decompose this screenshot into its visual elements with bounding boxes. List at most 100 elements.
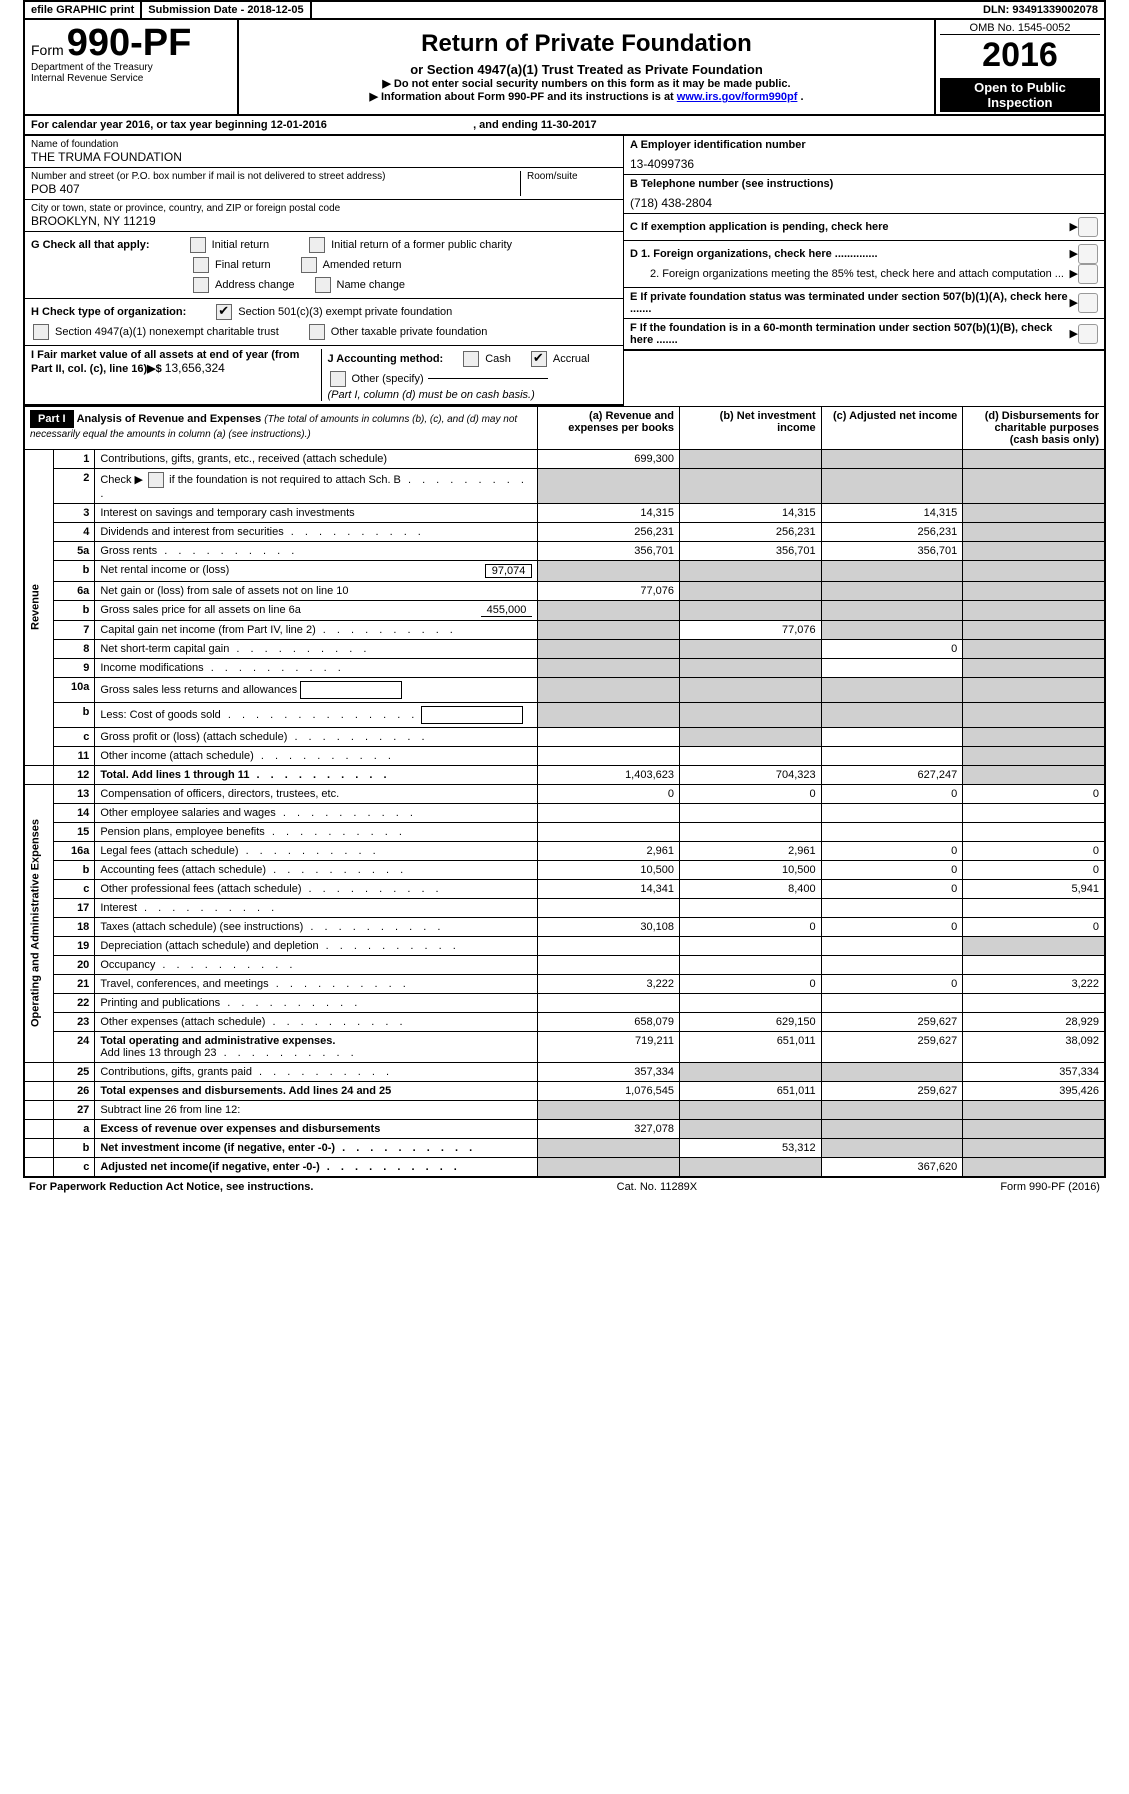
form-page: efile GRAPHIC print Submission Date - 20…	[23, 0, 1106, 1196]
table-row: b Less: Cost of goods sold . . . .	[24, 702, 1105, 727]
e-cell: E If private foundation status was termi…	[624, 288, 1104, 319]
table-row: 26Total expenses and disbursements. Add …	[24, 1081, 1105, 1100]
table-row: 18Taxes (attach schedule) (see instructi…	[24, 917, 1105, 936]
entity-left: Name of foundation THE TRUMA FOUNDATION …	[25, 136, 623, 406]
footer-left: For Paperwork Reduction Act Notice, see …	[29, 1181, 313, 1193]
table-row: cAdjusted net income(if negative, enter …	[24, 1157, 1105, 1177]
form-header: Form 990-PF Department of the Treasury I…	[23, 20, 1106, 116]
table-row: 3Interest on savings and temporary cash …	[24, 503, 1105, 522]
table-row: 11Other income (attach schedule)	[24, 746, 1105, 765]
table-row: 17Interest	[24, 898, 1105, 917]
d-cell: D 1. Foreign organizations, check here .…	[624, 241, 1104, 288]
form-prefix: Form	[31, 42, 64, 58]
a-cell: A Employer identification number 13-4099…	[624, 136, 1104, 175]
form-number: 990-PF	[67, 22, 192, 64]
footer: For Paperwork Reduction Act Notice, see …	[23, 1178, 1106, 1196]
cb-final[interactable]	[193, 257, 209, 273]
topbar-submission: Submission Date - 2018-12-05	[142, 2, 311, 18]
cb-other-method[interactable]	[330, 371, 346, 387]
cb-initial[interactable]	[190, 237, 206, 253]
cb-4947[interactable]	[33, 324, 49, 340]
calendar-row: For calendar year 2016, or tax year begi…	[23, 116, 1106, 136]
instructions-link[interactable]: www.irs.gov/form990pf	[677, 91, 798, 103]
part1-table: Part I Analysis of Revenue and Expenses …	[23, 406, 1106, 1178]
table-row: 12Total. Add lines 1 through 11 1,403,62…	[24, 765, 1105, 784]
cb-d1[interactable]	[1078, 244, 1098, 264]
table-row: 2 Check ▶ if the foundation is not requi…	[24, 468, 1105, 503]
col-a-hdr: (a) Revenue and expenses per books	[538, 406, 680, 449]
title-block: Return of Private Foundation or Section …	[239, 20, 934, 114]
footer-mid: Cat. No. 11289X	[617, 1181, 698, 1193]
expenses-label: Operating and Administrative Expenses	[24, 784, 54, 1062]
open-public: Open to Public Inspection	[940, 78, 1100, 112]
year-block: OMB No. 1545-0052 2016 Open to Public In…	[934, 20, 1104, 114]
table-row: 4Dividends and interest from securities …	[24, 522, 1105, 541]
table-row: aExcess of revenue over expenses and dis…	[24, 1119, 1105, 1138]
cb-sch-b[interactable]	[148, 472, 164, 488]
table-row: 25Contributions, gifts, grants paid 357,…	[24, 1062, 1105, 1081]
table-row: 8Net short-term capital gain 0	[24, 639, 1105, 658]
table-row: 14Other employee salaries and wages	[24, 803, 1105, 822]
table-row: 15Pension plans, employee benefits	[24, 822, 1105, 841]
cb-initial-former[interactable]	[309, 237, 325, 253]
cb-cash[interactable]	[463, 351, 479, 367]
table-row: 5aGross rents 356,701356,701356,701	[24, 541, 1105, 560]
table-row: 16aLegal fees (attach schedule) 2,9612,9…	[24, 841, 1105, 860]
table-row: 23Other expenses (attach schedule) 658,0…	[24, 1012, 1105, 1031]
form-title: Return of Private Foundation	[245, 30, 928, 58]
table-row: Revenue 1Contributions, gifts, grants, e…	[24, 449, 1105, 468]
entity-right: A Employer identification number 13-4099…	[623, 136, 1104, 406]
cb-amended[interactable]	[301, 257, 317, 273]
cb-501c3[interactable]	[216, 304, 232, 320]
g-cell: G Check all that apply: Initial return I…	[25, 232, 623, 299]
table-row: 9Income modifications	[24, 658, 1105, 677]
table-row: cGross profit or (loss) (attach schedule…	[24, 727, 1105, 746]
cb-accrual[interactable]	[531, 351, 547, 367]
form-warn2: ▶ Information about Form 990-PF and its …	[245, 90, 928, 103]
table-row: Operating and Administrative Expenses 13…	[24, 784, 1105, 803]
cb-name-change[interactable]	[315, 277, 331, 293]
b-cell: B Telephone number (see instructions) (7…	[624, 175, 1104, 214]
c-cell: C If exemption application is pending, c…	[624, 214, 1104, 241]
h-cell: H Check type of organization: Section 50…	[25, 299, 623, 346]
cb-f-60month[interactable]	[1078, 324, 1098, 344]
table-row: bAccounting fees (attach schedule) 10,50…	[24, 860, 1105, 879]
table-row: 7Capital gain net income (from Part IV, …	[24, 620, 1105, 639]
table-row: 22Printing and publications	[24, 993, 1105, 1012]
form-id-block: Form 990-PF Department of the Treasury I…	[25, 20, 239, 114]
tax-year: 2016	[940, 35, 1100, 76]
table-row: 19Depreciation (attach schedule) and dep…	[24, 936, 1105, 955]
f-cell: F If the foundation is in a 60-month ter…	[624, 319, 1104, 351]
form-subtitle: or Section 4947(a)(1) Trust Treated as P…	[245, 62, 928, 77]
table-row: 20Occupancy	[24, 955, 1105, 974]
topbar-efile: efile GRAPHIC print	[25, 2, 142, 18]
cb-addr-change[interactable]	[193, 277, 209, 293]
col-c-hdr: (c) Adjusted net income	[821, 406, 963, 449]
table-row: bNet investment income (if negative, ent…	[24, 1138, 1105, 1157]
table-row: 27Subtract line 26 from line 12:	[24, 1100, 1105, 1119]
irs-line: Internal Revenue Service	[31, 73, 231, 84]
topbar-dln: DLN: 93491339002078	[977, 2, 1104, 18]
name-cell: Name of foundation THE TRUMA FOUNDATION	[25, 136, 623, 168]
revenue-label: Revenue	[24, 449, 54, 765]
cb-c-pending[interactable]	[1078, 217, 1098, 237]
omb-number: OMB No. 1545-0052	[940, 22, 1100, 35]
table-row: 21Travel, conferences, and meetings 3,22…	[24, 974, 1105, 993]
dept-line: Department of the Treasury	[31, 62, 231, 73]
table-row: 6aNet gain or (loss) from sale of assets…	[24, 581, 1105, 600]
entity-info: Name of foundation THE TRUMA FOUNDATION …	[23, 136, 1106, 406]
part-tag: Part I	[30, 410, 74, 428]
col-b-hdr: (b) Net investment income	[680, 406, 822, 449]
addr-cell: Number and street (or P.O. box number if…	[25, 168, 623, 200]
table-row: b Net rental income or (loss) 97,074	[24, 560, 1105, 581]
footer-right: Form 990-PF (2016)	[1000, 1181, 1100, 1193]
topbar: efile GRAPHIC print Submission Date - 20…	[23, 0, 1106, 20]
form-warn1: ▶ Do not enter social security numbers o…	[245, 77, 928, 90]
ij-cell: I Fair market value of all assets at end…	[25, 346, 623, 406]
table-row: b Gross sales price for all assets on li…	[24, 600, 1105, 620]
table-row: 10a Gross sales less returns and allowan…	[24, 677, 1105, 702]
cb-e-terminated[interactable]	[1078, 293, 1098, 313]
col-d-hdr: (d) Disbursements for charitable purpose…	[963, 406, 1105, 449]
cb-other-taxable[interactable]	[309, 324, 325, 340]
cb-d2[interactable]	[1078, 264, 1098, 284]
